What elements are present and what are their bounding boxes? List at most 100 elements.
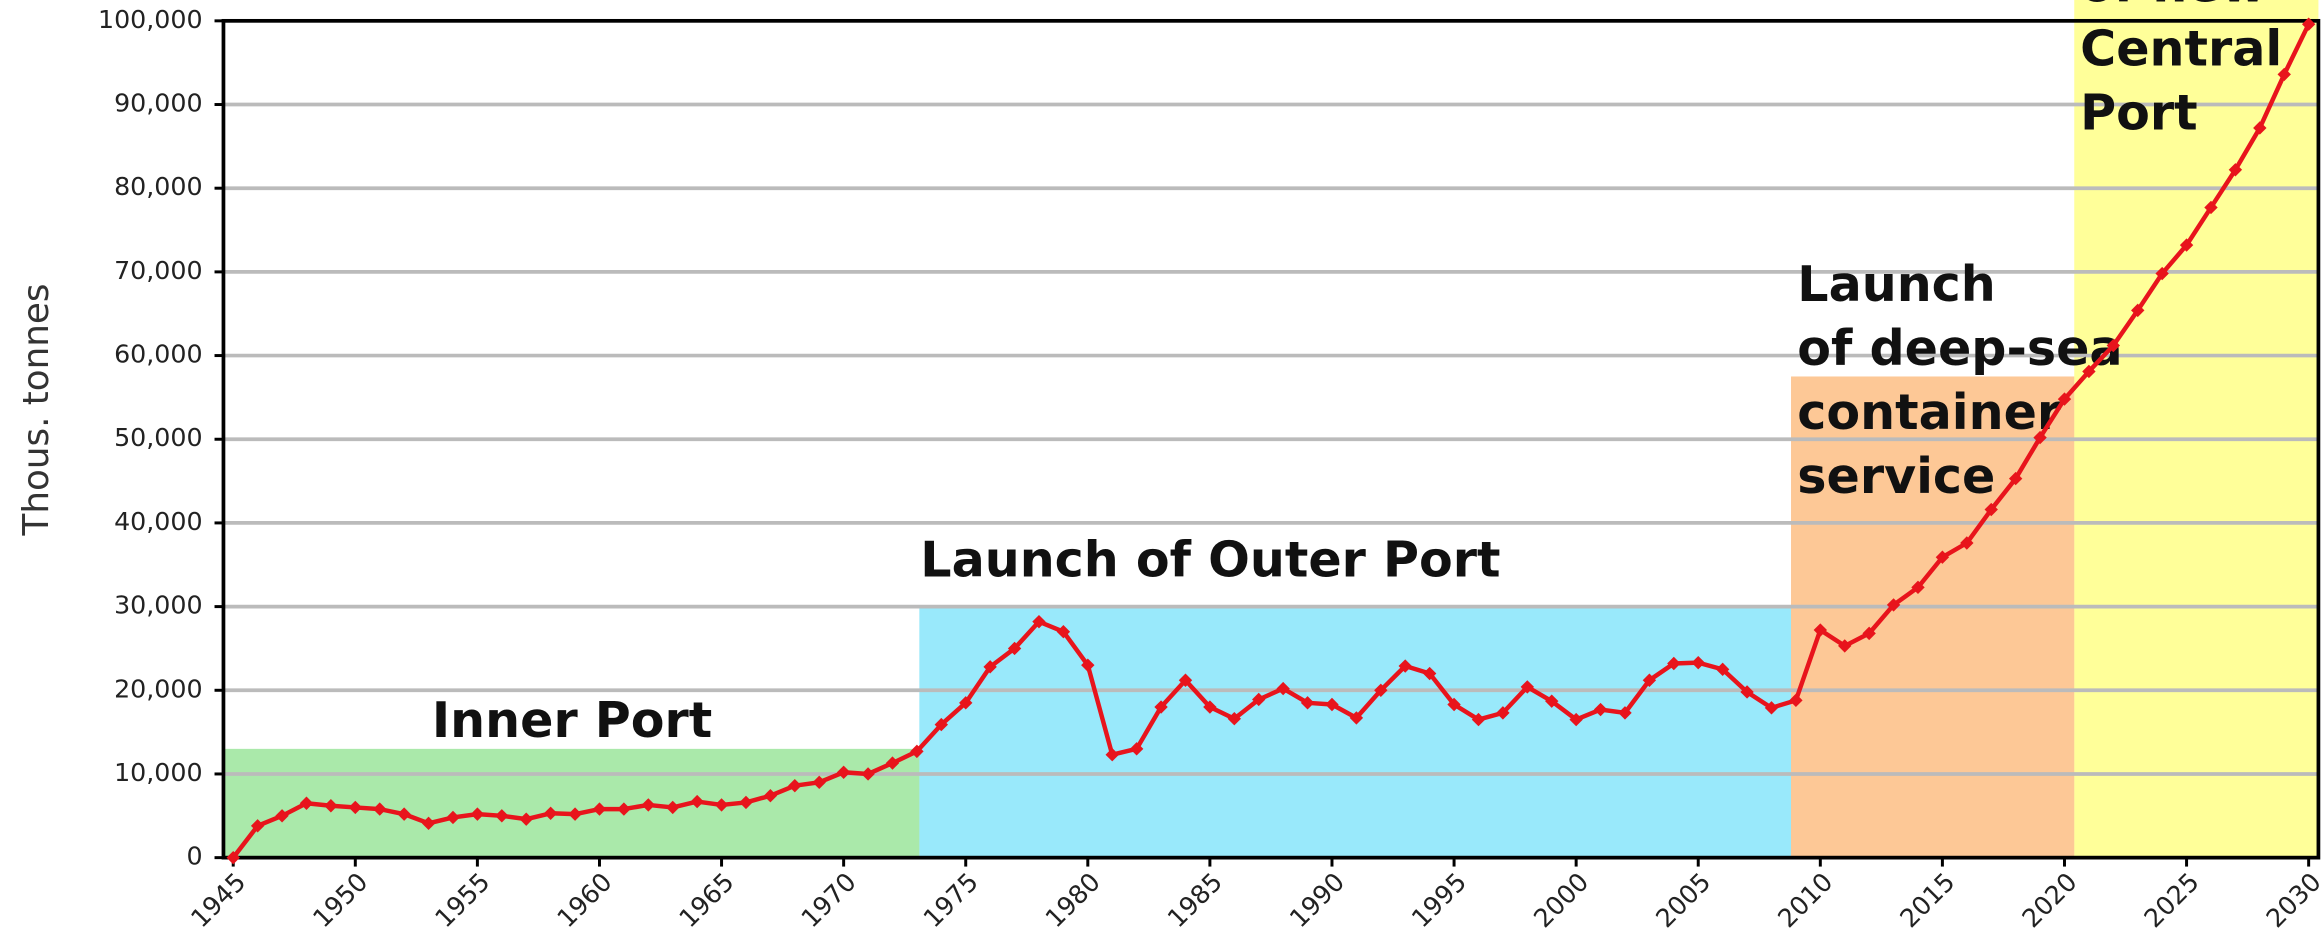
point: [836, 765, 851, 779]
y-tick-label: 0: [187, 842, 203, 871]
point: [666, 800, 680, 815]
point: [1349, 711, 1364, 725]
point: [324, 799, 338, 813]
point: [421, 816, 436, 831]
point: [763, 789, 778, 803]
point: [568, 807, 582, 821]
point: [2204, 200, 2218, 215]
point: [1935, 550, 1950, 564]
point: [861, 767, 875, 781]
point: [1984, 502, 1998, 517]
y-tick-label: 50,000: [114, 423, 203, 452]
point: [2131, 303, 2145, 318]
x-tick-label: 1955: [429, 867, 495, 933]
x-tick-label: 2010: [1772, 867, 1838, 933]
point: [2033, 430, 2047, 445]
point: [1227, 712, 1242, 726]
region: [223, 748, 920, 858]
point: [250, 819, 265, 833]
point: [495, 809, 509, 823]
point: [543, 806, 558, 820]
point: [373, 802, 387, 816]
point: [1105, 748, 1119, 762]
point: [714, 798, 729, 812]
regions: [223, 0, 2319, 858]
point: [1056, 625, 1071, 639]
point: [1007, 641, 1022, 656]
x-tick-label: 1965: [674, 867, 740, 933]
point: [299, 796, 314, 810]
x-tick-label: 1975: [918, 867, 984, 933]
region-label: Port: [2080, 84, 2197, 142]
region: [2074, 0, 2319, 858]
point: [2106, 338, 2121, 353]
point: [1398, 659, 1412, 673]
region-label: Central: [2080, 20, 2282, 78]
region-label: of deep-sea: [1797, 319, 2122, 377]
point: [275, 809, 289, 823]
y-tick-label: 60,000: [114, 340, 203, 369]
point: [1471, 712, 1486, 727]
point: [1642, 673, 1657, 687]
point: [934, 717, 949, 732]
point: [1764, 701, 1779, 715]
region-label: Launch of Outer Port: [920, 530, 1500, 588]
region: [919, 606, 1792, 858]
region-label: of new: [2080, 0, 2266, 14]
point: [1667, 656, 1681, 671]
point: [446, 810, 460, 825]
x-tick-label: 1995: [1406, 867, 1472, 933]
point: [1789, 693, 1803, 708]
y-axis-label: Thous. tonnes: [16, 283, 57, 536]
annotations: Inner Port Launch of Outer Port Launch of d…: [432, 0, 2282, 749]
point: [1740, 685, 1754, 699]
point: [1691, 655, 1705, 670]
x-tick-label: 1960: [552, 867, 618, 933]
y-tick-label: 20,000: [114, 674, 203, 703]
point: [1886, 598, 1901, 612]
point: [519, 812, 533, 826]
y-tick-label: 80,000: [114, 172, 203, 201]
point: [226, 850, 240, 865]
point: [1300, 696, 1315, 710]
point: [812, 775, 826, 790]
point: [397, 807, 411, 821]
region-label: service: [1797, 447, 1995, 505]
y-tick-label: 100,000: [98, 5, 203, 34]
region-label: Launch: [1797, 255, 1995, 313]
y-tick-label: 40,000: [114, 507, 203, 536]
x-tick-label: 1945: [185, 867, 251, 933]
point: [983, 660, 997, 674]
point: [641, 798, 656, 812]
point: [1154, 700, 1168, 714]
region-label: container: [1797, 383, 2062, 441]
point: [1618, 706, 1632, 720]
point: [348, 800, 363, 815]
y-tick-label: 10,000: [114, 758, 203, 787]
plot-frame: [221, 18, 2321, 860]
x-tick-label: 2000: [1528, 867, 1594, 933]
y-tick-label: 90,000: [114, 89, 203, 118]
x-tick-label: 1980: [1040, 867, 1106, 933]
x-tick-label: 1985: [1162, 867, 1228, 933]
point: [690, 794, 704, 809]
x-tick-label: 1990: [1284, 867, 1350, 933]
x-tick-label: 2020: [2017, 867, 2083, 933]
point: [1545, 694, 1559, 708]
point: [2155, 266, 2169, 281]
point: [1422, 666, 1437, 681]
x-tick-label: 1970: [796, 867, 862, 933]
point: [1593, 702, 1608, 717]
point: [1838, 639, 1852, 653]
point: [910, 744, 924, 759]
y-tick-label: 70,000: [114, 256, 203, 285]
point: [1715, 662, 1730, 677]
grid: [223, 102, 2319, 776]
y-tick-label: 30,000: [114, 591, 203, 620]
point: [739, 795, 753, 810]
x-tick-label: 1950: [307, 867, 373, 933]
point: [617, 802, 631, 816]
point: [885, 756, 900, 770]
x-tick-label: 2015: [1894, 867, 1960, 933]
point: [1129, 742, 1144, 756]
